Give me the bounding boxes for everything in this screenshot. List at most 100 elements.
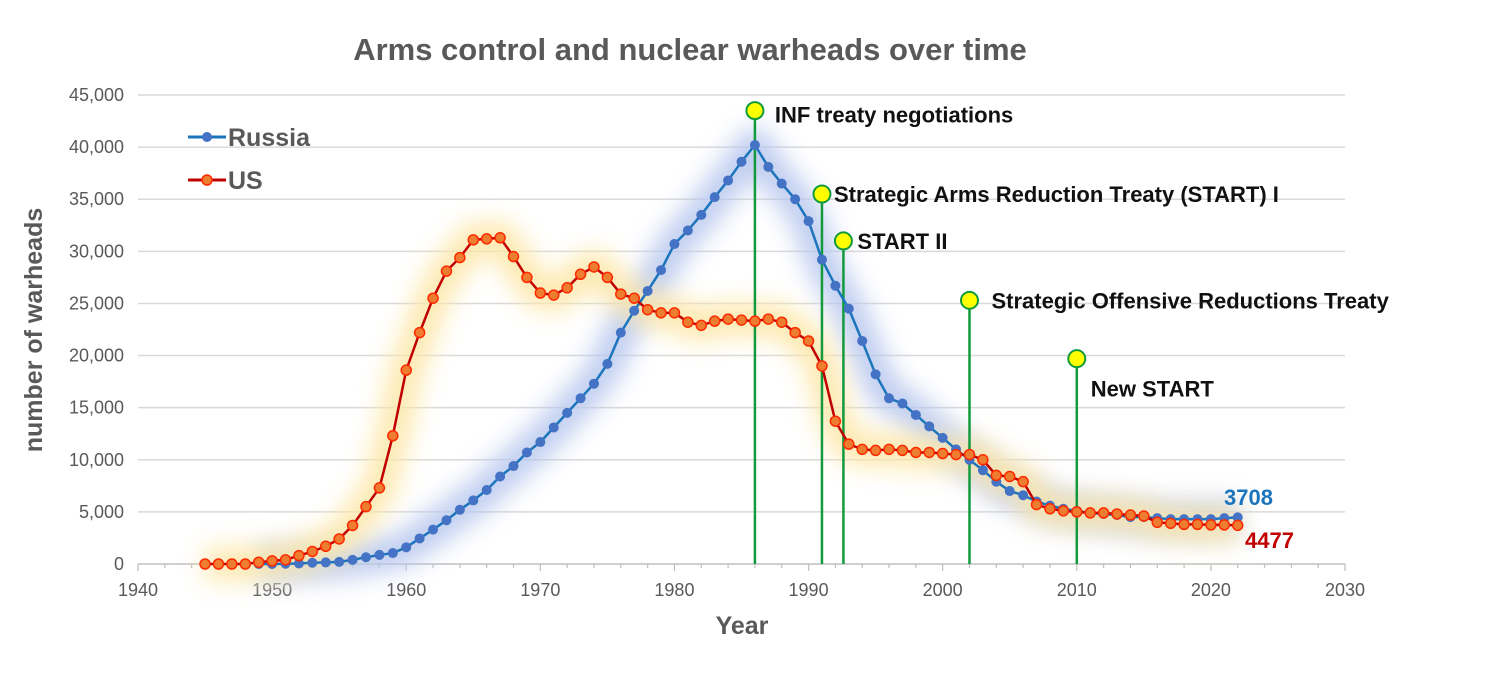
us-point (735, 314, 748, 326)
russia-point (977, 465, 988, 476)
us-point (199, 558, 211, 570)
treaty-label: INF treaty negotiations (775, 103, 1013, 128)
russia-point (615, 327, 626, 338)
us-point (1017, 475, 1029, 488)
russia-point (562, 407, 573, 418)
us-point (1084, 507, 1096, 519)
russia-point (454, 504, 465, 515)
russia-point (709, 192, 720, 203)
end-label-4477: 4477 (1245, 528, 1294, 553)
russia-point (535, 437, 546, 448)
russia-point (749, 140, 760, 151)
treaty-lines (753, 110, 1079, 564)
legend-russia-marker (202, 132, 212, 142)
treaty-label: Strategic Offensive Reductions Treaty (991, 288, 1389, 313)
russia-point (347, 554, 358, 565)
y-tick-label: 20,000 (69, 346, 124, 366)
us-point (360, 500, 372, 513)
us-point (480, 233, 493, 245)
x-tick-label: 1980 (654, 580, 694, 600)
russia-point (736, 156, 747, 167)
us-point (494, 232, 506, 244)
russia-point (669, 239, 680, 250)
us-point (252, 556, 265, 568)
russia-point (1018, 490, 1029, 501)
russia-point (937, 432, 948, 443)
x-tick-label: 1970 (520, 580, 560, 600)
end-label-3708: 3708 (1224, 485, 1273, 510)
chart-title: Arms control and nuclear warheads over t… (353, 32, 1027, 67)
us-point (802, 335, 815, 347)
russia-point (682, 225, 693, 236)
treaty-label: Strategic Arms Reduction Treaty (START) … (834, 182, 1279, 207)
us-point (1178, 518, 1190, 531)
russia-point (790, 194, 801, 205)
russia-point (776, 178, 787, 189)
russia-point (897, 398, 908, 409)
us-point (896, 444, 909, 457)
x-tick-label: 1960 (386, 580, 426, 600)
us-point (534, 287, 547, 299)
us-point (454, 251, 466, 264)
y-axis-label: number of warheads (20, 208, 48, 453)
y-tick-label: 35,000 (69, 189, 124, 209)
treaty-marker (812, 184, 832, 204)
us-point (346, 519, 359, 532)
x-tick-label: 1990 (789, 580, 829, 600)
y-tick-label: 0 (114, 554, 124, 574)
us-point (521, 271, 533, 284)
russia-point (629, 305, 640, 316)
us-point (306, 545, 319, 558)
us-point (1097, 507, 1110, 519)
russia-point (924, 421, 935, 432)
x-tick-label: 2000 (923, 580, 963, 600)
russia-point (481, 485, 492, 496)
russia-point (816, 254, 827, 265)
x-tick-label: 1940 (118, 580, 158, 600)
russia-point (428, 524, 439, 535)
russia-point (495, 471, 506, 482)
treaty-label: START II (857, 229, 947, 254)
us-point (963, 448, 976, 461)
us-point (1218, 519, 1231, 531)
us-point (387, 430, 399, 442)
russia-point (763, 161, 774, 172)
x-axis-ticks: 1940 1950 1960 1970 1980 1990 2000 2010 2020 2030 (118, 564, 1365, 600)
us-point (883, 443, 895, 456)
us-point (1231, 519, 1244, 532)
treaty-marker (1067, 349, 1087, 369)
russia-point (320, 557, 331, 568)
us-point (400, 364, 412, 376)
russia-point (910, 409, 921, 420)
x-axis-label: Year (716, 612, 769, 640)
russia-point (548, 422, 559, 433)
us-point (682, 316, 694, 328)
russia-point (374, 549, 385, 560)
us-point (628, 292, 640, 304)
legend-us-marker (201, 174, 213, 186)
russia-point (723, 175, 734, 186)
russia-point (602, 358, 613, 369)
us-point (601, 271, 614, 284)
us-point (668, 307, 681, 319)
us-point (226, 558, 238, 570)
russia-point (870, 369, 881, 380)
russia-point (803, 216, 814, 227)
us-point (1030, 498, 1043, 511)
russia-point (334, 556, 345, 567)
russia-point (414, 533, 425, 544)
us-point (427, 292, 439, 304)
us-point (856, 443, 868, 456)
legend-russia-label: Russia (228, 124, 311, 152)
us-point (749, 315, 761, 327)
us-point (708, 315, 721, 327)
us-point (923, 446, 936, 459)
treaty-markers: INF treaty negotiations Strategic Arms Re… (745, 101, 1390, 402)
y-tick-label: 25,000 (69, 293, 124, 313)
us-point (655, 307, 667, 319)
y-tick-label: 45,000 (69, 85, 124, 105)
treaty-marker (959, 290, 979, 310)
us-point (936, 447, 949, 460)
russia-point (1004, 486, 1015, 497)
